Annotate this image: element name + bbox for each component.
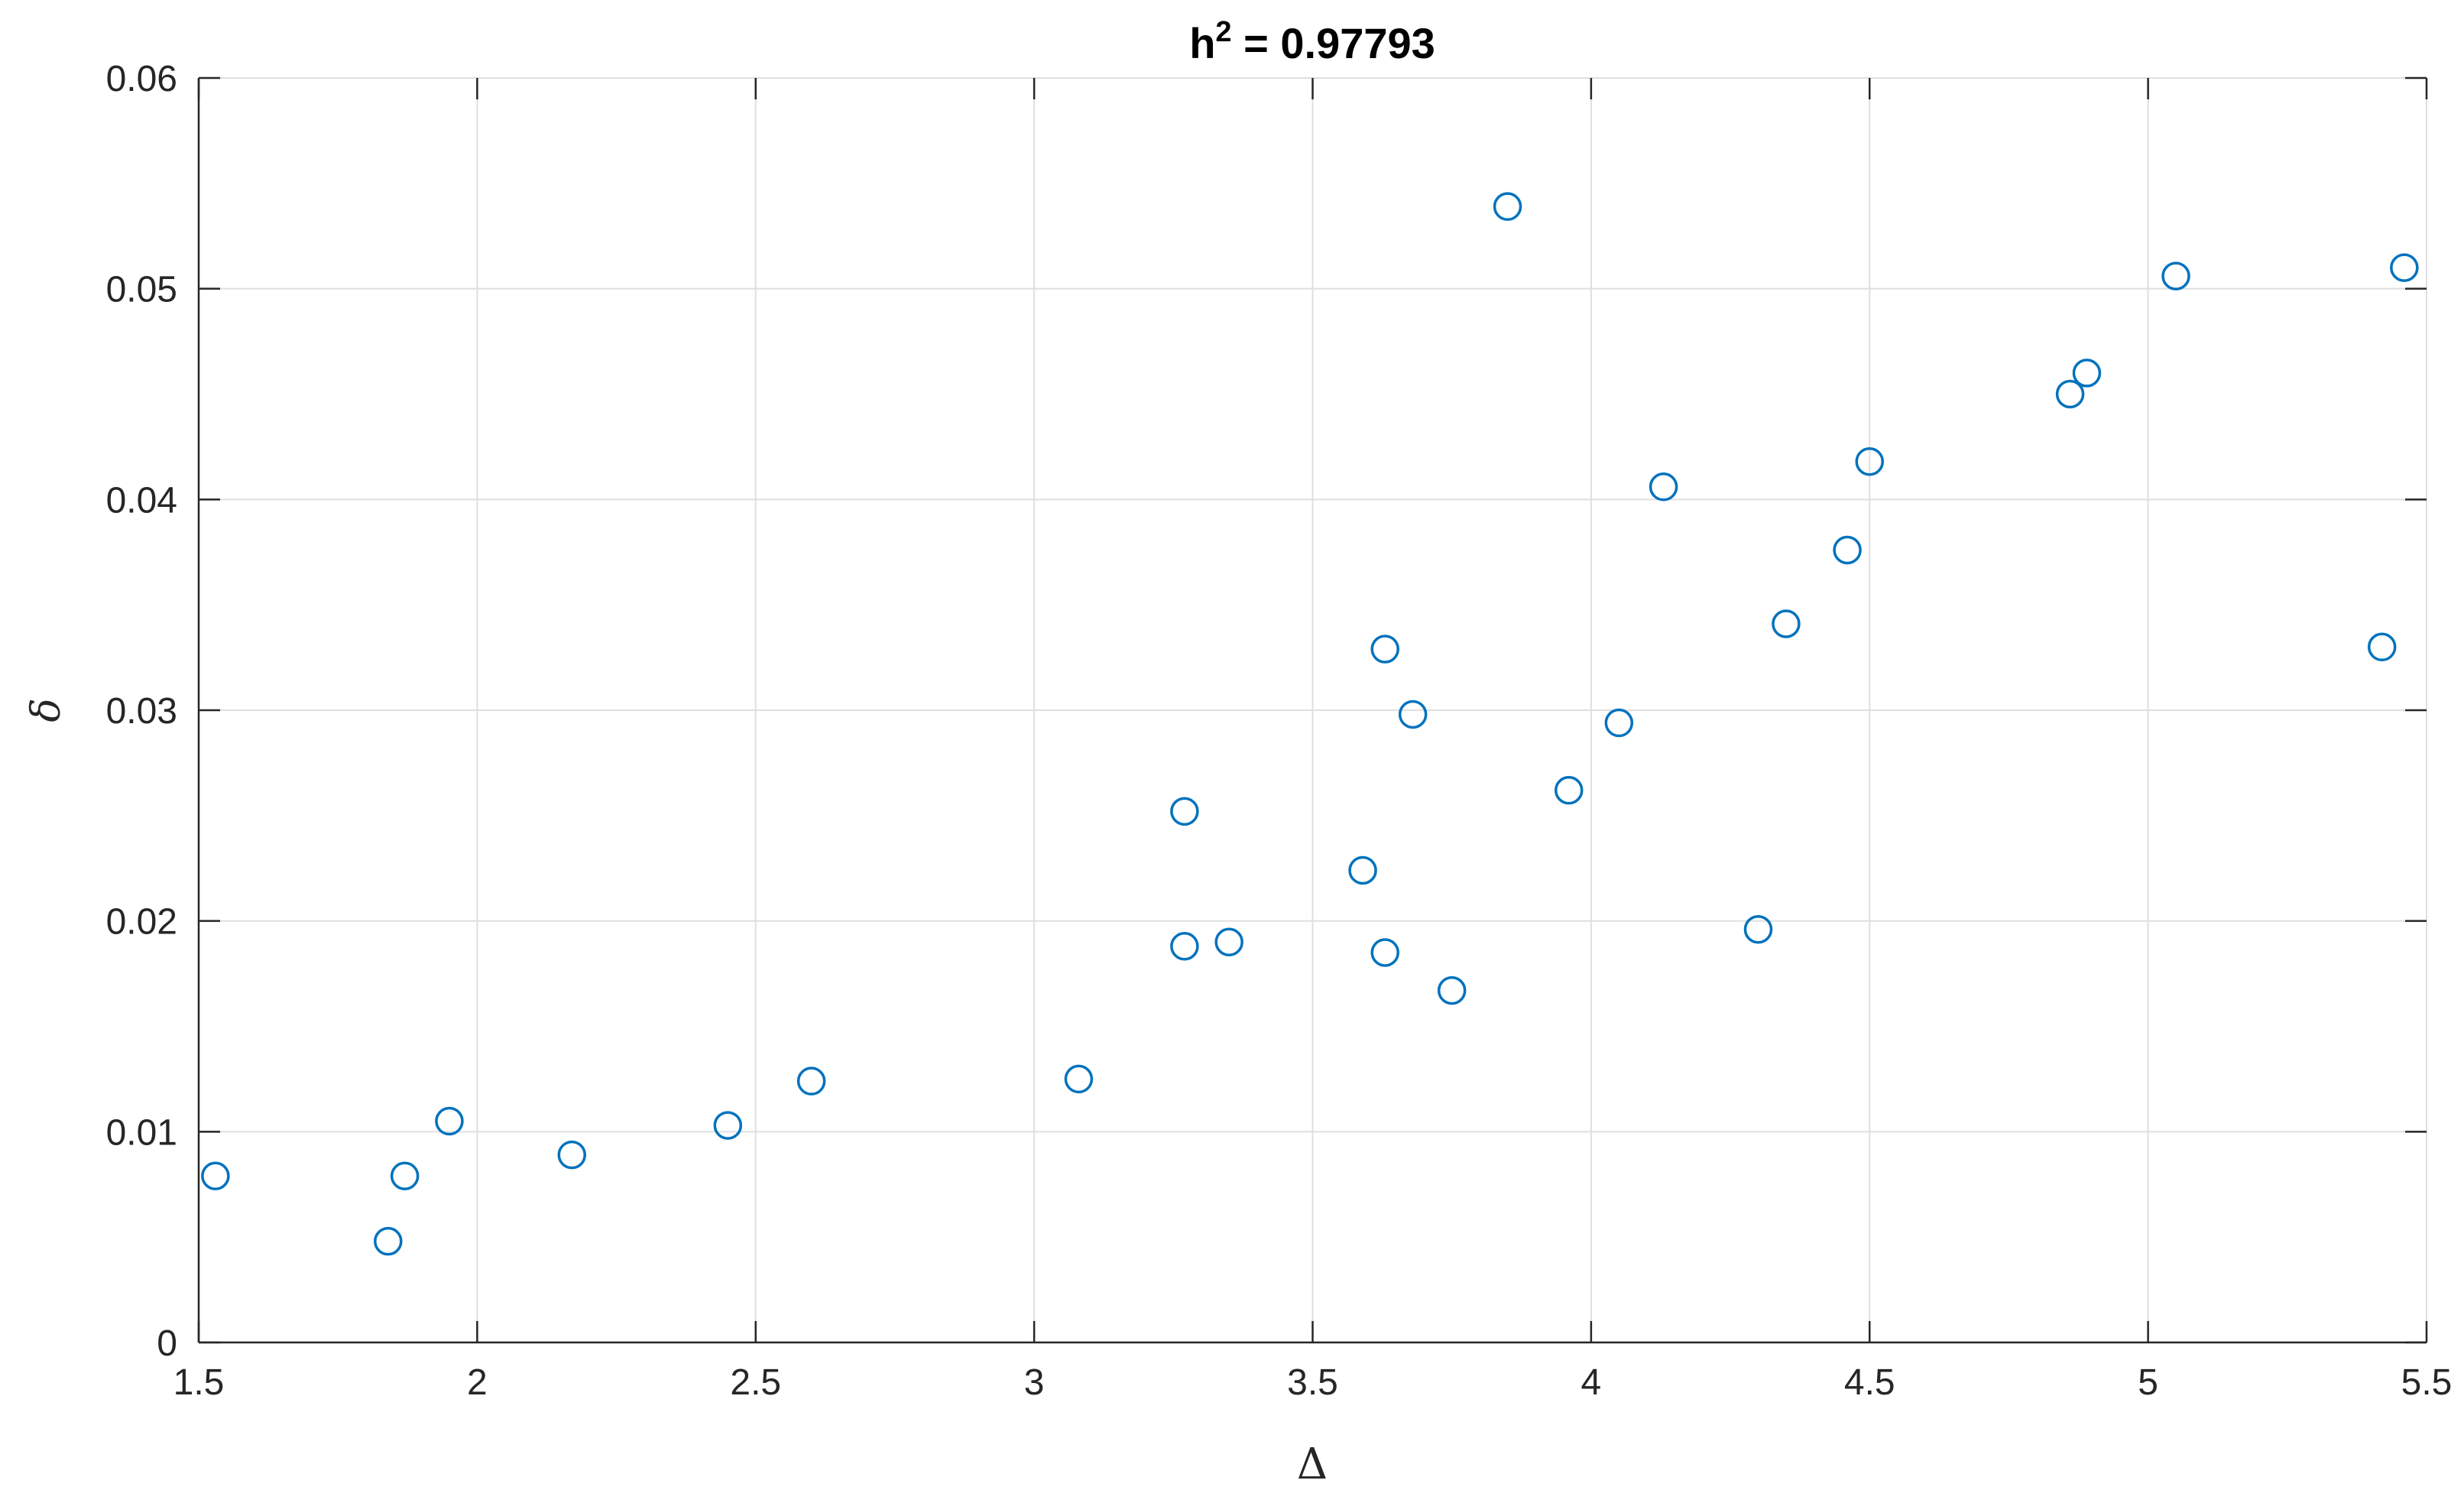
data-point <box>713 1111 743 1140</box>
data-point <box>1370 938 1399 967</box>
data-point <box>1743 914 1773 944</box>
x-tick-label: 5.5 <box>2401 1362 2453 1403</box>
data-point <box>390 1161 420 1190</box>
x-tick-label: 3 <box>1024 1362 1045 1403</box>
x-tick-label: 4.5 <box>1844 1362 1895 1403</box>
data-point <box>2055 379 2085 409</box>
data-point <box>557 1140 587 1170</box>
y-tick-label: 0.03 <box>106 691 177 732</box>
data-point <box>2367 632 2397 662</box>
x-axis-label: Δ <box>1297 1440 1328 1489</box>
chart-title-rest: = 0.97793 <box>1232 19 1435 67</box>
ticks: 1.5 2 2.5 3 3.5 4 4.5 5 5.5 0 0.01 0.02 0.03 0.04 0.05… <box>106 59 2453 1403</box>
data-point <box>435 1106 464 1136</box>
data-point <box>1214 927 1243 956</box>
y-tick-label: 0.01 <box>106 1112 177 1153</box>
data-point <box>1170 931 1199 961</box>
data-point <box>1833 535 1862 565</box>
y-tick-label: 0.05 <box>106 270 177 310</box>
data-point <box>374 1226 403 1256</box>
data-point <box>2072 359 2102 388</box>
chart-title-base: h <box>1189 19 1215 67</box>
data-point <box>2390 253 2419 282</box>
chart-title: h2 = 0.97793 <box>1189 16 1435 67</box>
data-point <box>2161 261 2190 291</box>
data-point <box>1437 975 1467 1005</box>
x-tick-label: 2 <box>467 1362 488 1403</box>
chart-title-superscript: 2 <box>1215 16 1231 48</box>
x-tick-label: 1.5 <box>173 1362 225 1403</box>
data-point <box>1855 446 1884 476</box>
data-point <box>1064 1064 1094 1094</box>
data-point <box>1554 776 1584 805</box>
data-point <box>1398 700 1428 729</box>
data-point <box>1604 708 1634 738</box>
y-tick-label: 0.06 <box>106 59 177 99</box>
data-point <box>1170 797 1199 826</box>
data-point <box>201 1161 230 1190</box>
x-tick-label: 2.5 <box>730 1362 781 1403</box>
x-tick-label: 5 <box>2138 1362 2158 1403</box>
y-tick-label: 0.04 <box>106 480 177 521</box>
data-points <box>201 192 2419 1256</box>
data-point <box>796 1066 826 1096</box>
data-point <box>1348 855 1377 885</box>
y-axis-label: δ <box>24 698 70 722</box>
data-point <box>1772 609 1801 638</box>
data-point <box>1493 192 1522 221</box>
y-tick-label: 0 <box>157 1323 177 1364</box>
data-point <box>1370 635 1399 664</box>
x-tick-label: 4 <box>1581 1362 1602 1403</box>
data-point <box>1649 472 1678 502</box>
y-tick-label: 0.02 <box>106 902 177 943</box>
x-tick-label: 3.5 <box>1287 1362 1338 1403</box>
